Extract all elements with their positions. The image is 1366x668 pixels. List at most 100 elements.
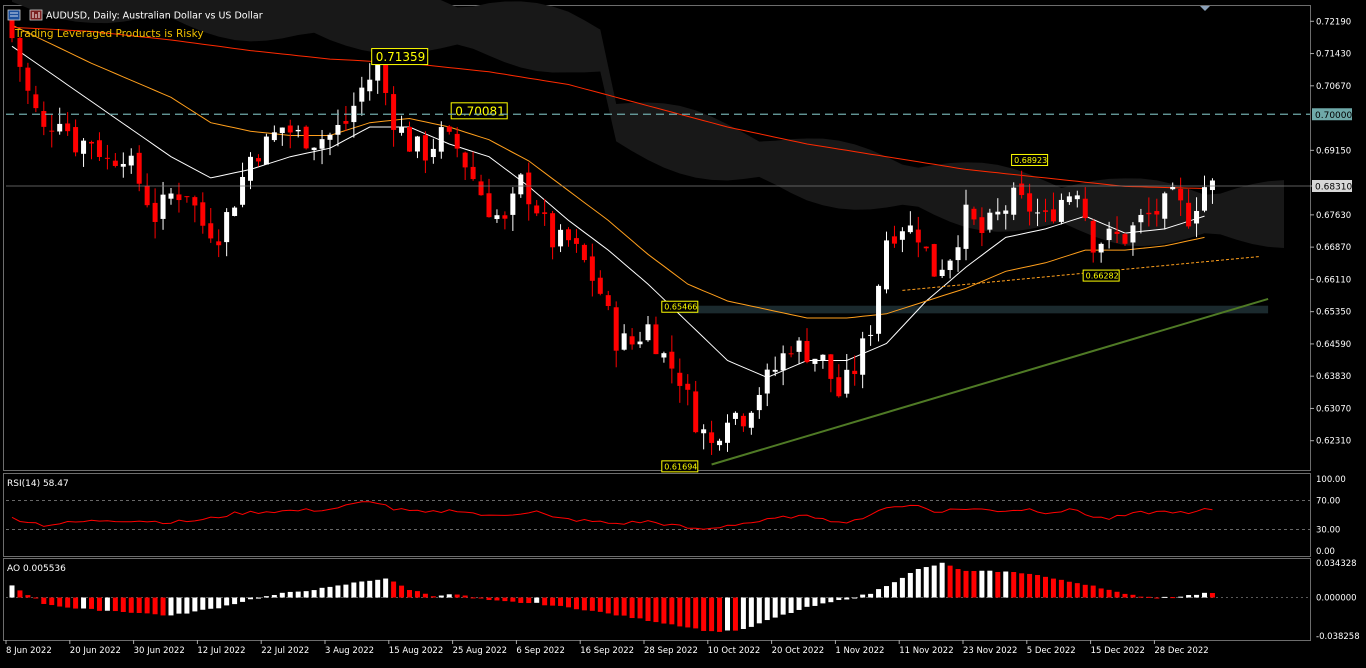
support-trendline[interactable] [711, 297, 1269, 466]
ao-bar [1122, 593, 1128, 598]
price-tick-label: 0.67630 [1316, 211, 1351, 221]
ao-bar [1011, 572, 1017, 598]
ao-bar [1066, 581, 1072, 598]
ao-bar [438, 595, 444, 598]
candle-body [955, 247, 961, 261]
ao-bar [335, 585, 341, 598]
candle-body [327, 134, 333, 140]
ao-bar [96, 597, 102, 611]
ao-bar [502, 597, 508, 602]
ao-bar [422, 593, 428, 598]
price-tick-label: 0.63070 [1316, 404, 1351, 414]
ao-bar [343, 584, 349, 598]
ao-bar [717, 597, 723, 632]
time-tick-label: 3 Aug 2022 [325, 646, 374, 656]
chart-header: AUDUSD, Daily: Australian Dollar vs US D… [7, 9, 263, 40]
ao-bar [1114, 591, 1120, 598]
support-zone [679, 305, 1269, 314]
candle-body [240, 176, 246, 205]
candle-body [335, 124, 341, 135]
ao-bar [899, 577, 905, 598]
candle-body [367, 79, 373, 92]
candle-body [96, 140, 102, 157]
candle-body [1138, 214, 1144, 223]
candle-body [518, 174, 524, 195]
candle-body [391, 94, 397, 130]
ao-bar [1027, 573, 1033, 598]
ao-bar [311, 590, 317, 598]
chart-window-icon[interactable] [7, 9, 21, 21]
ao-bar [788, 597, 794, 613]
candle-body [1162, 193, 1168, 219]
ao-bar [645, 597, 651, 621]
ao-bar [907, 572, 913, 598]
ao-bar [669, 597, 675, 625]
price-tick-label: 0.72190 [1316, 17, 1351, 27]
ao-bar [49, 597, 55, 606]
candle-body [661, 353, 667, 358]
price-tick-label: 0.66110 [1316, 275, 1351, 285]
candle-body [995, 211, 1001, 215]
annotation-0-61694: 0.61694 [664, 462, 697, 471]
candle-body [351, 105, 357, 123]
candle-body [963, 204, 969, 249]
candle-body [780, 353, 786, 371]
candle-body [1186, 202, 1192, 227]
ao-bar [9, 585, 15, 598]
candle-body [923, 246, 929, 249]
candle-body [732, 412, 738, 419]
ao-bar [597, 597, 603, 612]
candle-body [311, 147, 317, 151]
ao-bar [25, 595, 31, 598]
ao-bar [860, 594, 866, 598]
ao-bar [820, 597, 826, 604]
ao-bar [152, 597, 158, 615]
annotation-0-71359: 0.71359 [376, 50, 426, 64]
candle-body [605, 295, 611, 307]
ao-bar [454, 594, 460, 598]
candle-body [343, 121, 349, 124]
ao-bar [939, 562, 945, 598]
ao-bar [566, 597, 571, 608]
candle-body [263, 136, 269, 165]
ao-bar [1090, 585, 1096, 598]
candle-body [772, 369, 778, 372]
time-tick-label: 28 Dec 2022 [1154, 646, 1208, 656]
chart-shift-arrow-icon[interactable] [1200, 6, 1210, 11]
candle-body [915, 229, 921, 243]
ao-bar [486, 597, 492, 601]
ao-bar [732, 597, 738, 631]
ao-bar [279, 592, 285, 598]
time-axis: 8 Jun 2022 20 Jun 2022 30 Jun 2022 12 Jul 2… [5, 640, 1209, 656]
ao-bar [65, 597, 71, 608]
ao-bar [1003, 571, 1009, 598]
ao-bar [1019, 573, 1025, 598]
ao-bar [621, 597, 627, 616]
ao-bar [73, 597, 79, 609]
candle-body [422, 135, 428, 161]
ao-bar [740, 597, 746, 629]
ao-bar [383, 578, 389, 598]
candle-body [112, 160, 118, 166]
ao-bar [844, 597, 850, 600]
candle-body [820, 354, 826, 361]
candle-body [120, 163, 126, 167]
candle-body [1043, 210, 1048, 212]
ao-bar [407, 590, 412, 598]
ao-bar [351, 582, 357, 598]
rsi-panel[interactable] [3, 473, 1311, 557]
ao-bar [1050, 578, 1056, 598]
ao-bar [780, 597, 786, 615]
ao-bar [1186, 595, 1192, 598]
ao-bar [240, 597, 246, 602]
candle-body [653, 324, 659, 355]
ao-tick-label: 0.034328 [1316, 559, 1357, 569]
ao-bar [1154, 597, 1160, 599]
ao-bar [375, 579, 381, 598]
candle-body [1050, 209, 1056, 222]
candle-body [645, 324, 651, 341]
ao-bar [915, 568, 921, 598]
ao-bar [884, 586, 889, 598]
